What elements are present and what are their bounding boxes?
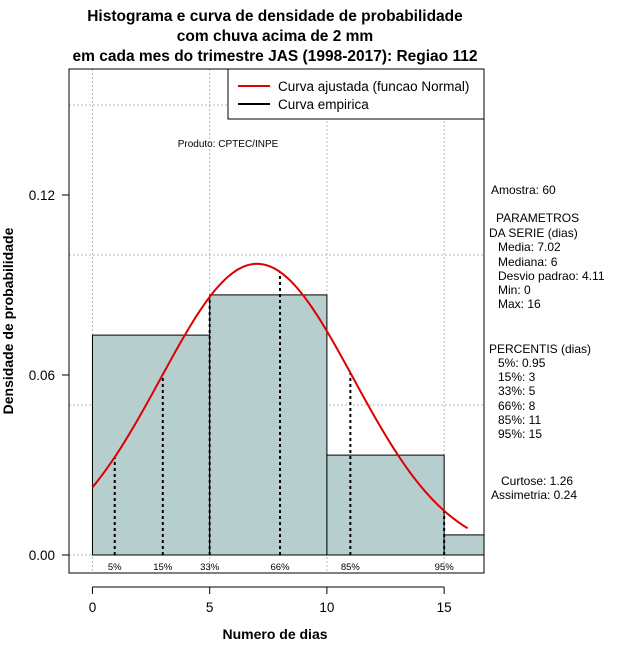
legend-label-empirical: Curva empirica	[278, 97, 369, 112]
histogram-bar	[326, 454, 445, 556]
percentile-label: 15%	[153, 562, 173, 573]
chart-title-line-1: Histograma e curva de densidade de proba…	[87, 8, 463, 25]
stat-media: Media: 7.02	[498, 240, 561, 254]
stat-min: Min: 0	[498, 283, 531, 297]
x-tick-label: 0	[89, 600, 97, 615]
stat-percentis-title: PERCENTIS (dias)	[489, 342, 591, 356]
chart-title-line-3: em cada mes do trimestre JAS (1998-2017)…	[73, 48, 478, 65]
stat-p15: 15%: 3	[498, 370, 536, 384]
stat-p85: 85%: 11	[498, 413, 541, 427]
legend-box	[227, 68, 485, 120]
percentile-label: 5%	[108, 562, 122, 573]
stat-max: Max: 16	[498, 297, 541, 311]
normal-density-curve	[91, 262, 469, 530]
y-tick-label: 0.12	[29, 188, 55, 203]
y-tick-label: 0.06	[29, 368, 55, 383]
stat-p95: 95%: 15	[498, 427, 542, 441]
y-axis-title: Densidade de probabilidade	[0, 227, 16, 414]
bars-layer	[91, 294, 485, 556]
curve-layer	[91, 262, 469, 530]
x-tick-label: 15	[437, 600, 452, 615]
stat-curtose: Curtose: 1.26	[501, 474, 573, 488]
stat-p66: 66%: 8	[498, 399, 536, 413]
stat-parametros-title-1: PARAMETROS	[496, 211, 579, 225]
x-axis-title: Numero de dias	[222, 626, 327, 642]
stat-desvio: Desvio padrao: 4.11	[498, 269, 605, 283]
x-axis: 0 5 10 15	[89, 586, 452, 615]
stat-p5: 5%: 0.95	[498, 356, 546, 370]
stat-parametros-title-2: DA SERIE (dias)	[489, 226, 578, 240]
percentile-label: 85%	[341, 562, 361, 573]
y-axis: 0.00 0.06 0.12	[29, 188, 70, 563]
product-annotation: Produto: CPTEC/INPE	[178, 139, 279, 150]
stat-p33: 33%: 5	[498, 384, 536, 398]
legend-label-normal: Curva ajustada (funcao Normal)	[278, 79, 469, 94]
statistics-panel: Amostra: 60 PARAMETROS DA SERIE (dias) M…	[489, 183, 605, 502]
percentile-lines-layer: 5% 15% 33% 66% 85% 95%	[108, 271, 455, 573]
x-tick-label: 10	[319, 600, 334, 615]
y-tick-label: 0.00	[29, 548, 55, 563]
histogram-bar	[209, 294, 328, 556]
percentile-label: 95%	[435, 562, 455, 573]
histogram-bar	[91, 334, 211, 556]
percentile-label: 33%	[200, 562, 220, 573]
legend: Curva ajustada (funcao Normal) Curva emp…	[227, 68, 485, 120]
percentile-label: 66%	[271, 562, 291, 573]
histogram-bar	[443, 534, 485, 556]
chart-title-line-2: com chuva acima de 2 mm	[177, 28, 373, 45]
stat-mediana: Mediana: 6	[498, 255, 558, 269]
stat-amostra: Amostra: 60	[491, 183, 556, 197]
x-tick-label: 5	[206, 600, 214, 615]
stat-assimetria: Assimetria: 0.24	[491, 488, 577, 502]
